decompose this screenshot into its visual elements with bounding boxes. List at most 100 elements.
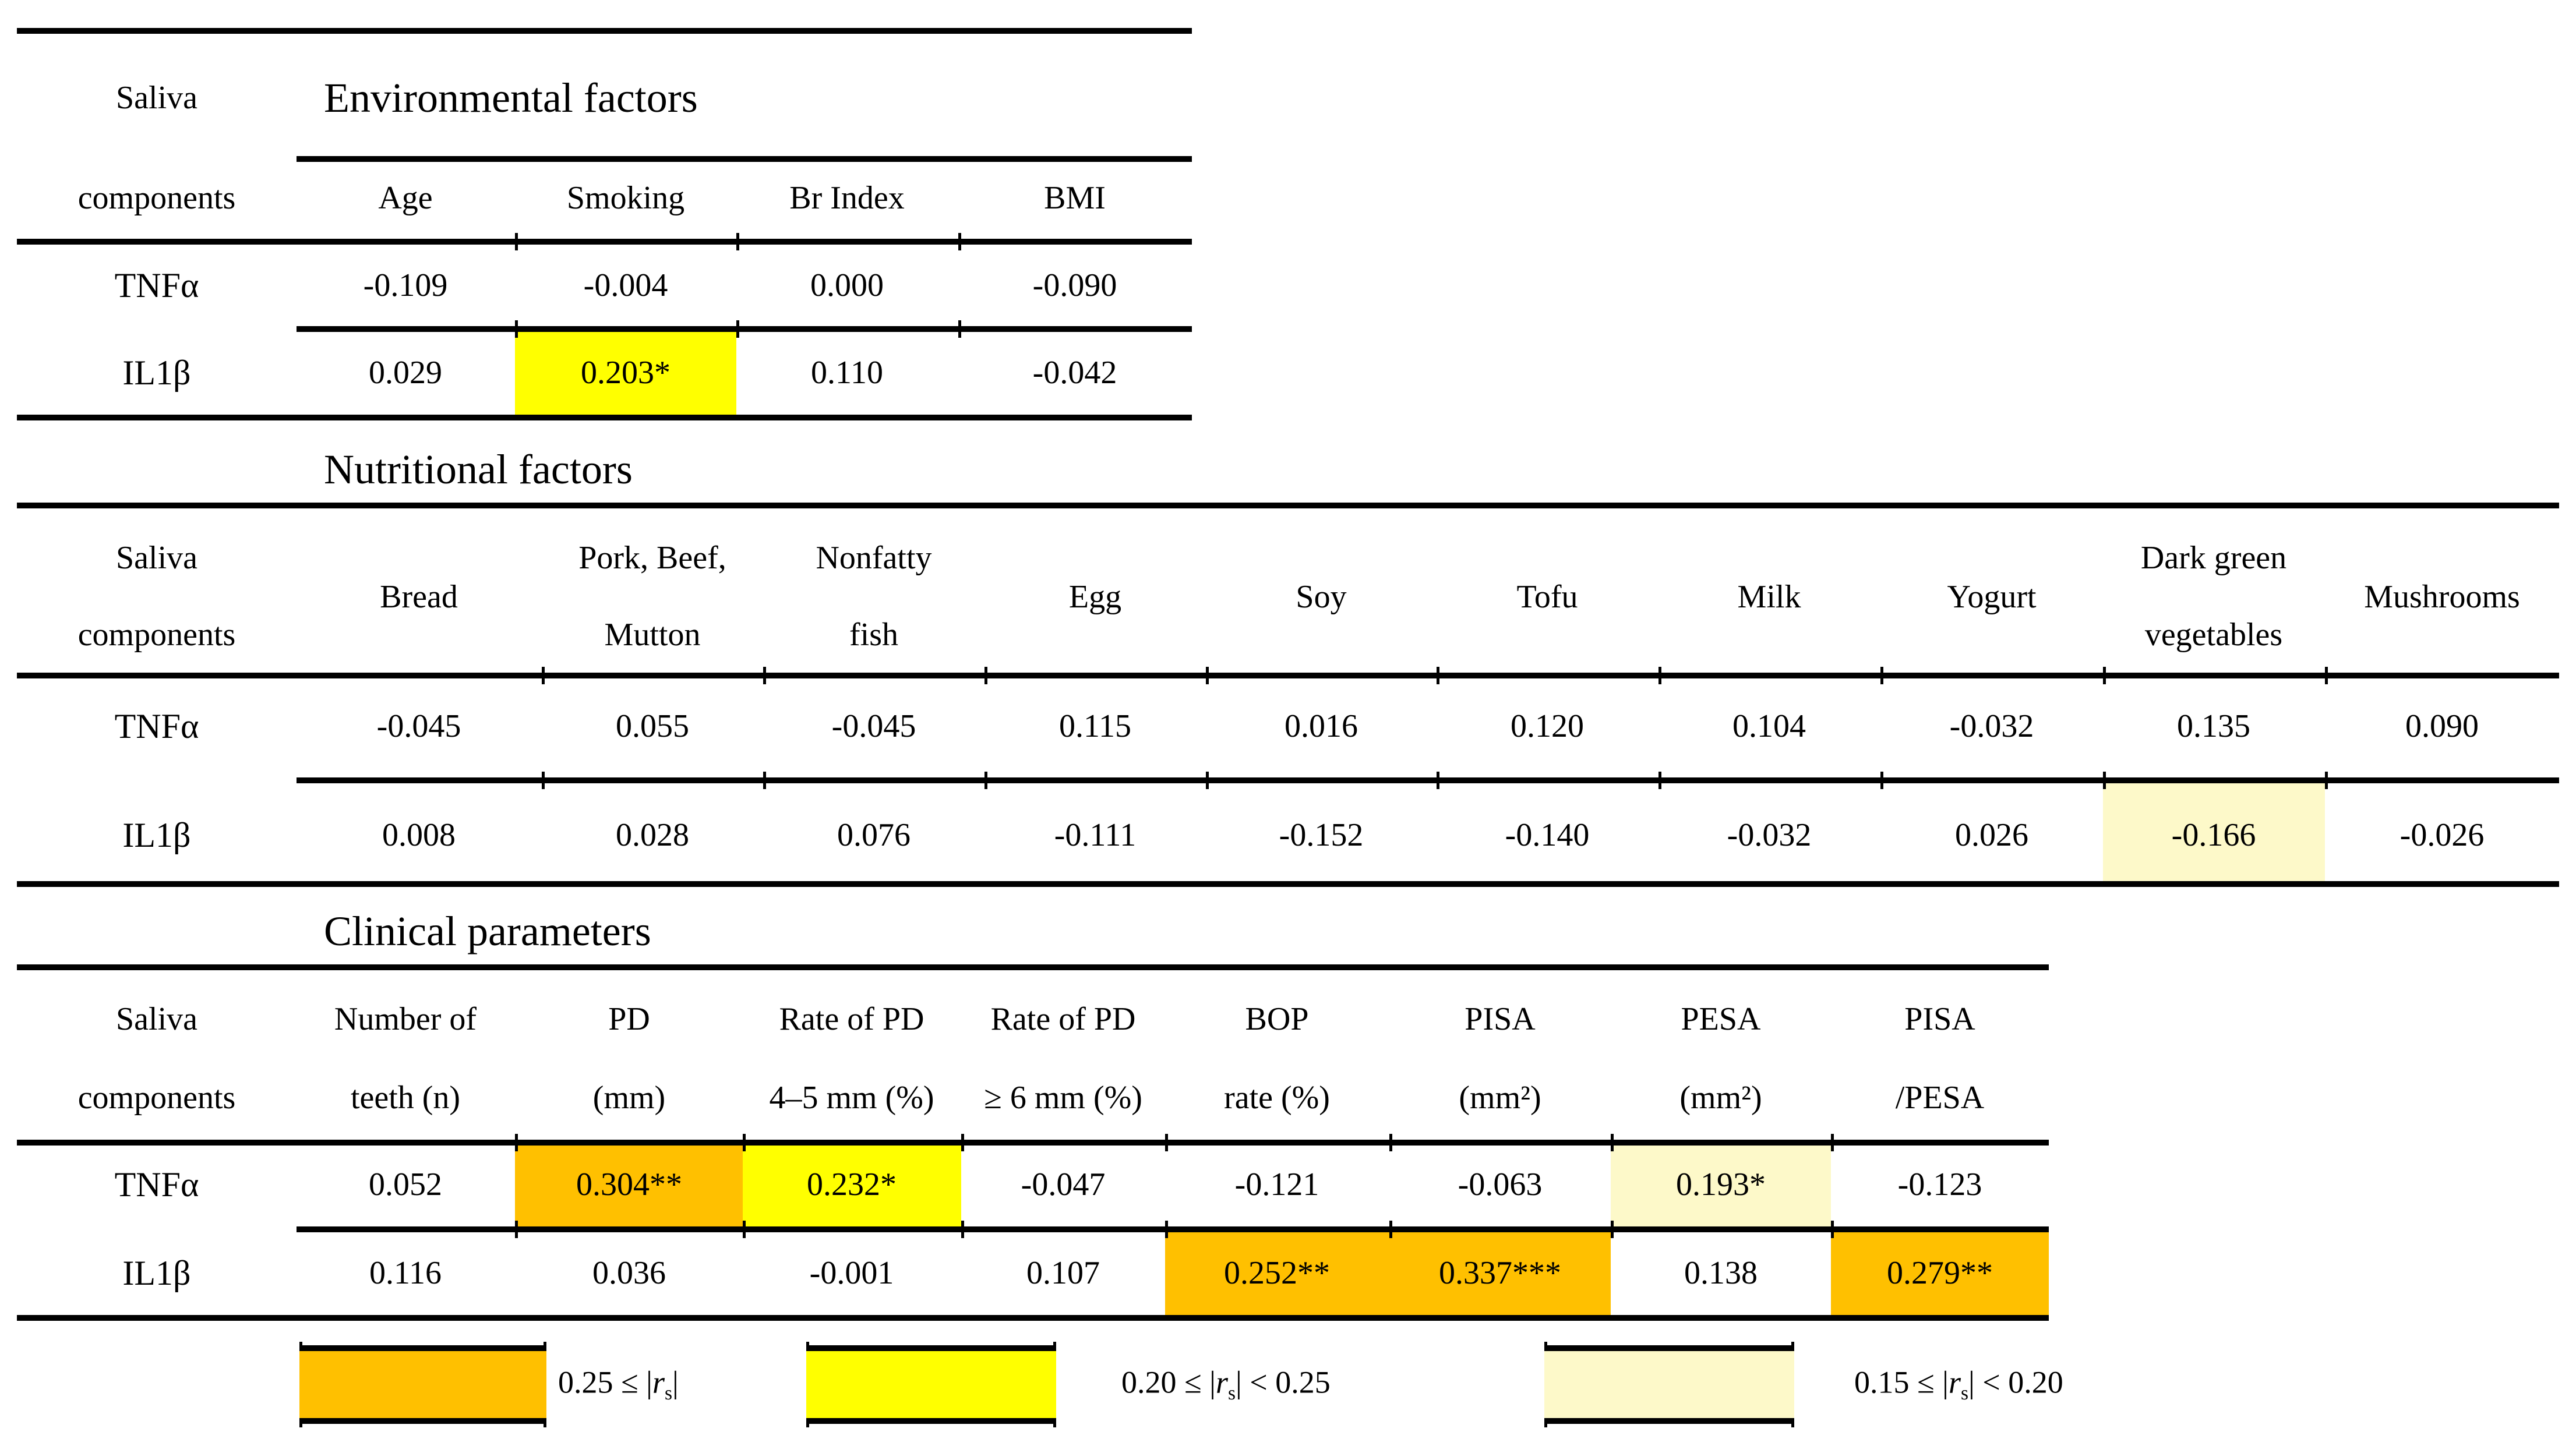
row-label: IL1β bbox=[122, 353, 191, 392]
highlight-cell bbox=[515, 329, 736, 415]
cell-value: 0.116 bbox=[369, 1255, 442, 1291]
cell-value: -0.042 bbox=[1032, 355, 1117, 391]
cell-value: -0.045 bbox=[831, 708, 916, 744]
cell-value: 0.036 bbox=[592, 1255, 666, 1291]
tick-mark bbox=[1831, 1134, 1834, 1151]
tick-mark bbox=[984, 667, 987, 684]
tick-mark bbox=[984, 772, 987, 789]
tick-mark bbox=[1544, 1342, 1547, 1351]
column-header: Milk bbox=[1737, 579, 1801, 615]
column-header: Rate of PD bbox=[779, 1001, 924, 1037]
tick-mark bbox=[1880, 772, 1883, 789]
column-header: (mm) bbox=[592, 1080, 666, 1116]
tick-mark bbox=[544, 1418, 546, 1427]
table-rule bbox=[297, 1221, 2049, 1238]
tick-mark bbox=[763, 667, 766, 684]
highlight-cell bbox=[1165, 1229, 1389, 1315]
tick-mark bbox=[1544, 1418, 1547, 1427]
table-rule bbox=[297, 156, 1192, 162]
column-header: fish bbox=[849, 617, 898, 653]
tick-mark bbox=[958, 320, 961, 338]
row-label: IL1β bbox=[122, 1254, 191, 1292]
legend-label-r: r bbox=[1215, 1364, 1228, 1400]
tick-mark bbox=[1165, 1221, 1168, 1238]
cell-value: 0.203* bbox=[581, 355, 671, 391]
column-header: Egg bbox=[1068, 579, 1122, 615]
tick-mark bbox=[1611, 1221, 1614, 1238]
cell-value: 0.304** bbox=[576, 1166, 682, 1203]
column-header: PISA bbox=[1465, 1001, 1536, 1037]
cell-value: 0.120 bbox=[1511, 708, 1584, 744]
tick-mark bbox=[1658, 667, 1661, 684]
tick-mark bbox=[1880, 667, 1883, 684]
column-header: Mutton bbox=[604, 617, 701, 653]
highlight-cell bbox=[1831, 1229, 2049, 1315]
cell-value: 0.052 bbox=[369, 1166, 442, 1203]
column-header: Bread bbox=[380, 579, 458, 615]
cell-value: 0.138 bbox=[1684, 1255, 1758, 1291]
cell-value: 0.055 bbox=[616, 708, 689, 744]
cell-value: 0.337*** bbox=[1439, 1255, 1561, 1291]
tick-mark bbox=[515, 1134, 518, 1151]
legend-swatch bbox=[299, 1342, 546, 1427]
cell-value: -0.063 bbox=[1458, 1166, 1543, 1203]
tick-mark bbox=[1389, 1134, 1392, 1151]
table-rule bbox=[17, 1315, 2049, 1321]
column-header: (mm²) bbox=[1679, 1080, 1762, 1116]
column-header: BMI bbox=[1044, 180, 1106, 216]
tick-mark bbox=[1791, 1418, 1794, 1427]
cell-value: 0.104 bbox=[1732, 708, 1806, 744]
cell-value: 0.232* bbox=[807, 1166, 897, 1203]
legend-label-sub: s bbox=[1227, 1383, 1236, 1405]
cell-value: 0.110 bbox=[811, 355, 883, 391]
row-label: TNFα bbox=[114, 707, 199, 745]
tick-mark bbox=[1053, 1342, 1056, 1351]
legend-label-range: | bbox=[672, 1364, 679, 1400]
column-header: ≥ 6 mm (%) bbox=[984, 1080, 1142, 1116]
tick-mark bbox=[1053, 1418, 1056, 1427]
legend-label-r: r bbox=[1948, 1364, 1961, 1400]
column-header: Dark green bbox=[2140, 540, 2287, 576]
column-header: (mm²) bbox=[1459, 1080, 1541, 1116]
cell-value: -0.152 bbox=[1279, 817, 1364, 853]
tick-mark bbox=[2103, 772, 2106, 789]
tick-mark bbox=[1658, 772, 1661, 789]
column-header: PD bbox=[608, 1001, 650, 1037]
tick-mark bbox=[743, 1134, 746, 1151]
column-header: BOP bbox=[1245, 1001, 1309, 1037]
row-header-line1: Saliva bbox=[116, 80, 197, 116]
tick-mark bbox=[806, 1342, 809, 1351]
tick-mark bbox=[736, 320, 739, 338]
cell-value: -0.166 bbox=[2171, 817, 2256, 853]
cell-value: -0.032 bbox=[1727, 817, 1812, 853]
legend-label-sub: s bbox=[664, 1383, 672, 1405]
row-label: TNFα bbox=[114, 266, 199, 305]
column-header: Mushrooms bbox=[2364, 579, 2520, 615]
tick-mark bbox=[1437, 667, 1439, 684]
table-rule bbox=[17, 881, 2559, 887]
legend-label: 0.15 ≤ |rs| < 0.20 bbox=[1854, 1366, 2063, 1403]
row-header-line2: components bbox=[77, 617, 236, 653]
column-header: PISA bbox=[1904, 1001, 1975, 1037]
cell-value: -0.123 bbox=[1897, 1166, 1982, 1203]
row-header-line1: Saliva bbox=[116, 540, 197, 576]
table-rule bbox=[17, 28, 1192, 34]
tick-mark bbox=[763, 772, 766, 789]
cell-value: 0.193* bbox=[1676, 1166, 1766, 1203]
table-rule bbox=[297, 320, 1192, 338]
row-header-line1: Saliva bbox=[116, 1001, 197, 1037]
cell-value: -0.026 bbox=[2399, 817, 2485, 853]
column-header: Soy bbox=[1296, 579, 1347, 615]
cell-value: -0.111 bbox=[1054, 817, 1137, 853]
legend-label-range: | < 0.20 bbox=[1968, 1364, 2063, 1400]
cell-value: 0.107 bbox=[1026, 1255, 1100, 1291]
column-header: Br Index bbox=[789, 180, 905, 216]
tick-mark bbox=[299, 1342, 302, 1351]
cell-value: 0.076 bbox=[837, 817, 911, 853]
column-header: Number of bbox=[334, 1001, 477, 1037]
column-header: teeth (n) bbox=[350, 1080, 461, 1116]
cell-value: -0.109 bbox=[363, 267, 448, 303]
cell-value: -0.001 bbox=[809, 1255, 894, 1291]
tick-mark bbox=[1389, 1221, 1392, 1238]
